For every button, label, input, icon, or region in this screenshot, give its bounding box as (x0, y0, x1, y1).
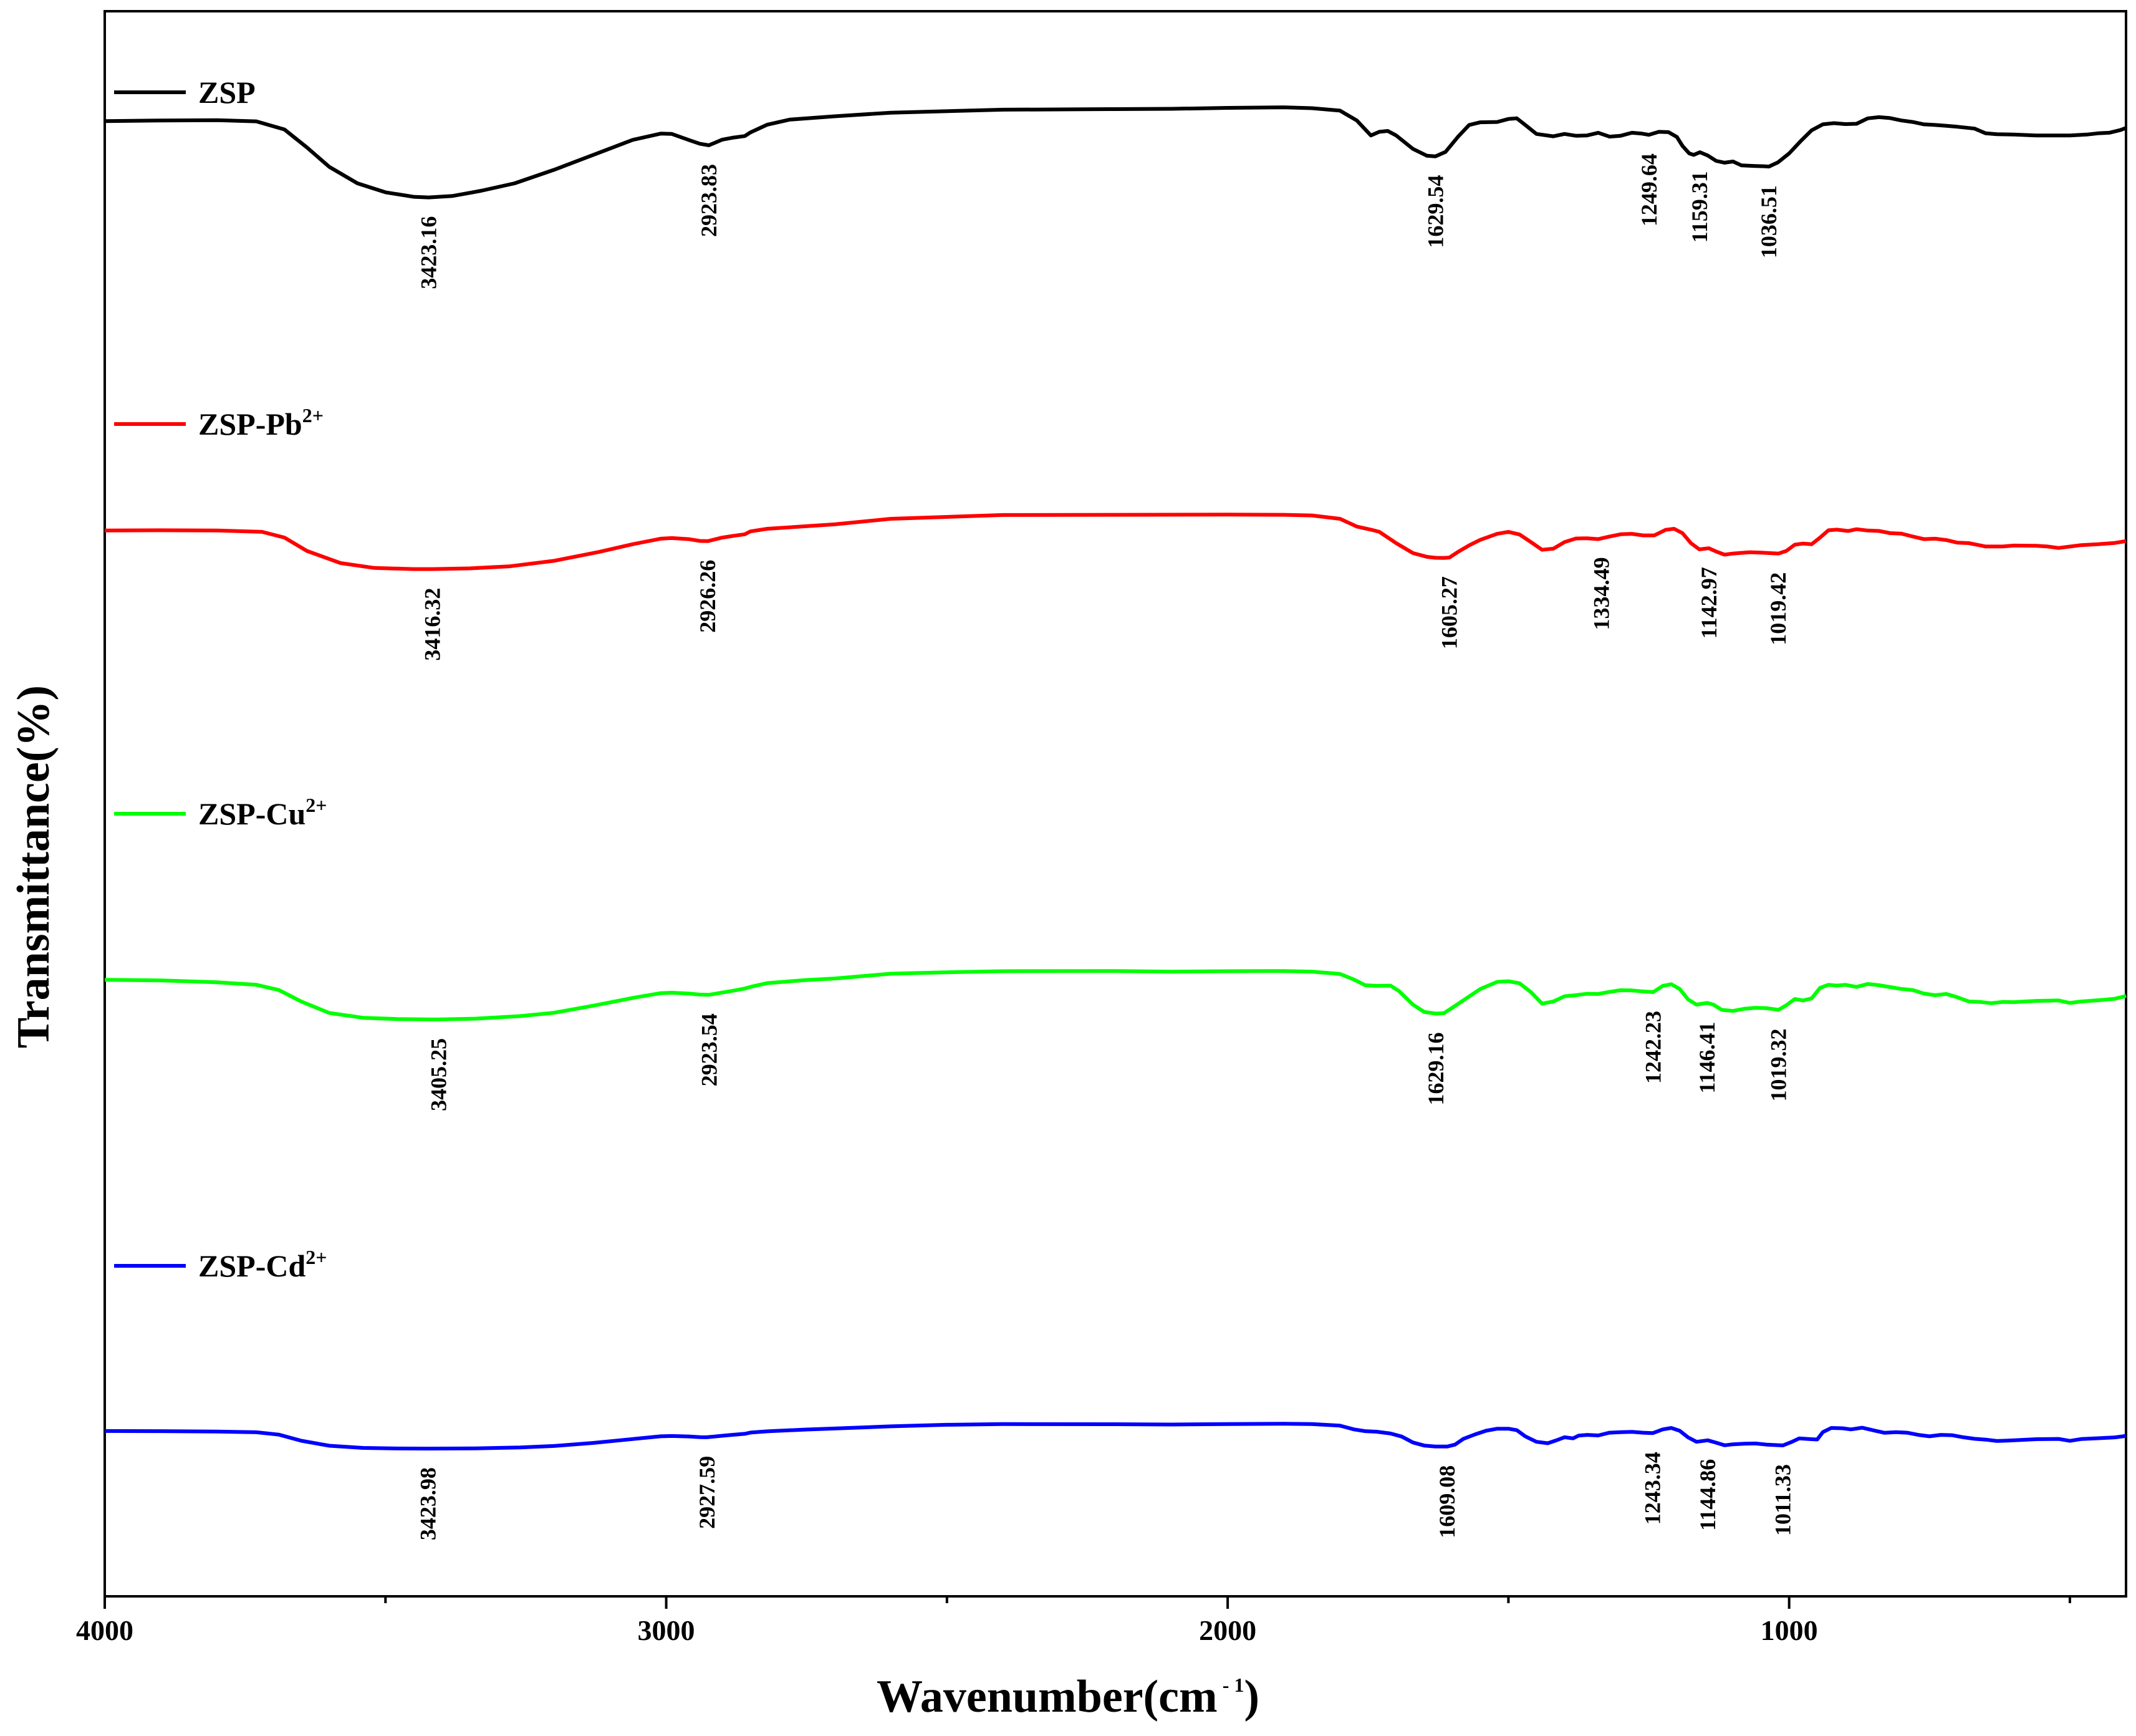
peak-label: 1144.86 (1695, 1459, 1720, 1531)
x-tick-label: 2000 (1199, 1614, 1256, 1646)
peak-label: 1629.54 (1423, 175, 1448, 248)
peak-label: 1334.49 (1589, 557, 1614, 630)
peak-label: 2926.26 (695, 560, 720, 633)
legend: ZSP ZSP-Pb2+ ZSP-Cu2+ ZSP-Cd2+ (114, 75, 327, 1283)
series-line-ZSP-Pb2+ (104, 513, 2127, 571)
plot-frame (103, 10, 2127, 1598)
legend-label: ZSP (198, 75, 256, 110)
series-line-ZSP-Cu2+ (104, 969, 2127, 1021)
peak-label: 1019.42 (1766, 572, 1791, 645)
peak-label: 1243.34 (1640, 1452, 1665, 1525)
peak-label: 1609.08 (1435, 1465, 1460, 1538)
peak-label: 3416.32 (420, 588, 445, 661)
peak-label: 1159.31 (1687, 171, 1712, 243)
series-layer (104, 105, 2127, 1451)
peak-label: 1605.27 (1437, 576, 1462, 649)
peak-label: 1629.16 (1423, 1033, 1448, 1106)
peak-label: 1142.97 (1696, 567, 1721, 639)
legend-label: ZSP-Pb2+ (198, 404, 324, 441)
peak-label: 3405.25 (426, 1038, 451, 1111)
peak-label: 1036.51 (1756, 185, 1781, 258)
x-axis-title: Wavenumber(cm - 1) (877, 1671, 1259, 1722)
peak-label: 1242.23 (1641, 1011, 1666, 1084)
legend-label: ZSP-Cd2+ (198, 1246, 327, 1283)
x-tick-label: 3000 (638, 1614, 695, 1646)
legend-label: ZSP-Cu2+ (198, 794, 327, 831)
annotation-layer: 3423.16 2923.83 1629.54 1249.64 1159.31 1036.… (416, 153, 1796, 1540)
x-tick-label: 1000 (1761, 1614, 1818, 1646)
x-tick-label: 4000 (76, 1614, 133, 1646)
series-line-ZSP-Cd2+ (104, 1422, 2127, 1451)
peak-label: 3423.98 (416, 1467, 441, 1540)
peak-label: 1146.41 (1695, 1022, 1720, 1094)
peak-label: 2927.59 (695, 1456, 719, 1529)
peak-label: 1249.64 (1637, 153, 1662, 226)
y-axis-title: Transmittance(%) (8, 685, 59, 1048)
peak-label: 1019.32 (1766, 1029, 1791, 1102)
peak-label: 1011.33 (1771, 1464, 1796, 1536)
series-line-ZSP (104, 105, 2127, 200)
peak-label: 2923.54 (696, 1013, 721, 1086)
peak-label: 3423.16 (416, 216, 441, 289)
peak-label: 2923.83 (696, 164, 721, 237)
axes: 4000 3000 2000 1000 (76, 10, 2127, 1646)
